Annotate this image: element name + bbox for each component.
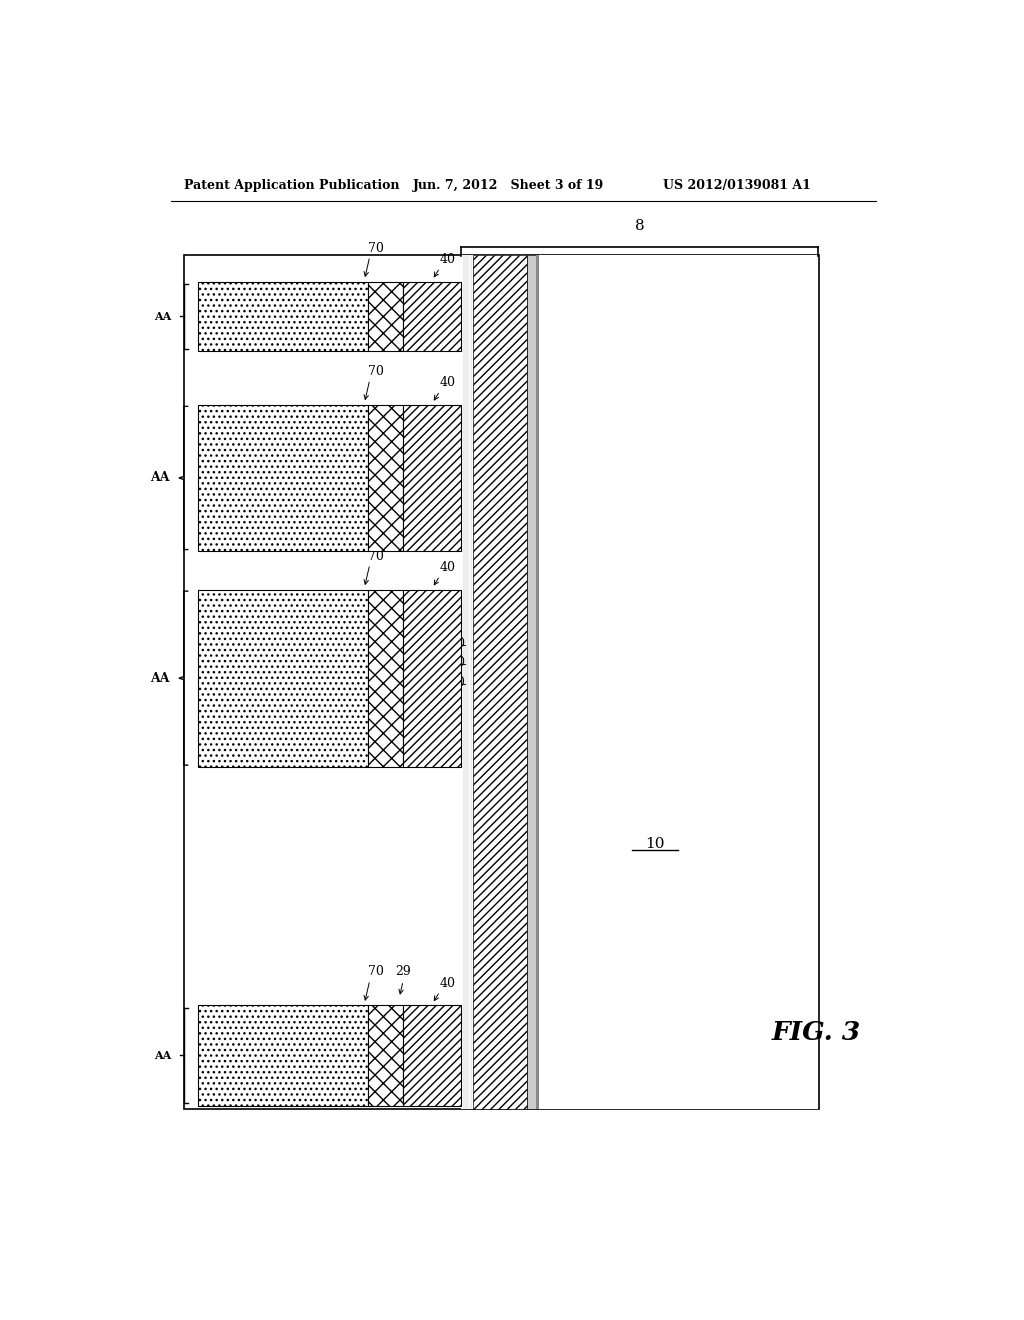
Text: 71: 71 [275,672,291,685]
Text: 71: 71 [275,471,291,484]
Bar [369,281,403,351]
Text: 71: 71 [275,1051,290,1060]
Text: 70: 70 [369,242,384,255]
Text: 40: 40 [440,253,456,267]
Bar [369,405,403,552]
Bar [198,281,369,351]
Text: 40: 40 [440,561,456,574]
Text: 50: 50 [381,671,391,685]
Text: Jun. 7, 2012   Sheet 3 of 19: Jun. 7, 2012 Sheet 3 of 19 [414,178,604,191]
Text: 70: 70 [369,965,384,978]
Bar [473,255,527,1109]
Text: US 2012/0139081 A1: US 2012/0139081 A1 [663,178,811,191]
Text: 20: 20 [450,676,465,689]
Text: 8: 8 [635,219,644,234]
Text: AA: AA [151,471,170,484]
Bar [198,405,369,552]
Text: 40: 40 [440,977,456,990]
Bar [369,1006,403,1106]
Text: 50: 50 [381,1048,391,1063]
Bar [527,255,537,1109]
Bar [537,255,539,1109]
Bar [403,1006,461,1106]
Text: 29: 29 [395,965,411,978]
Bar [198,590,369,767]
Text: 70: 70 [369,364,384,378]
Text: 10: 10 [645,837,665,850]
Text: AA: AA [155,1049,171,1061]
Text: 40: 40 [450,638,465,649]
Text: 70: 70 [369,549,384,562]
Text: FIG. 3: FIG. 3 [771,1020,860,1045]
Text: 71: 71 [275,312,290,321]
Text: 40: 40 [440,376,456,389]
Bar [369,590,403,767]
Bar [403,405,461,552]
Text: 50: 50 [381,309,391,323]
Text: 50: 50 [381,471,391,484]
Text: AA: AA [155,310,171,322]
Bar [403,590,461,767]
Bar [198,1006,369,1106]
Text: Patent Application Publication: Patent Application Publication [183,178,399,191]
Bar [403,281,461,351]
Text: AA: AA [151,672,170,685]
Text: 30: 30 [450,656,465,669]
Bar [183,255,819,1109]
Bar [461,255,818,1109]
